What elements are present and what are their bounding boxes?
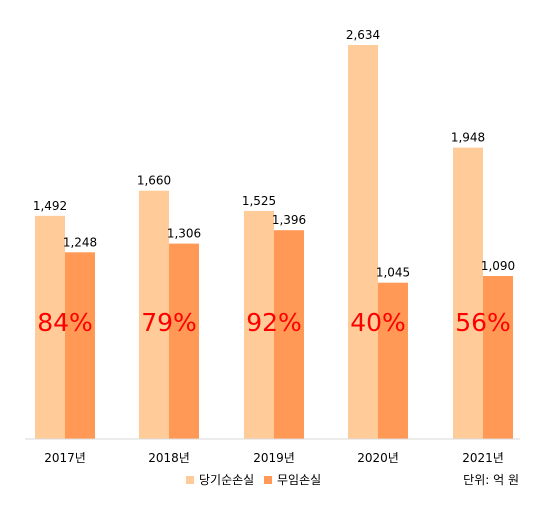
value-label-net-loss-0: 1,492: [33, 199, 67, 213]
x-tick-label-0: 2017년: [44, 451, 86, 465]
value-label-free-ride-loss-3: 1,045: [376, 266, 410, 280]
legend-label-무임손실: 무임손실: [277, 473, 321, 487]
bars-layer: [35, 45, 513, 439]
x-tick-label-2: 2019년: [253, 451, 295, 465]
x-tick-labels: 2017년 2018년 2019년 2020년 2021년: [44, 451, 504, 465]
bar-net-loss-0: [35, 215, 65, 439]
value-label-net-loss-2: 1,525: [242, 194, 276, 208]
bar-free-ride-loss-3: [378, 282, 408, 439]
labels-layer: 1,492 1,248 84% 1,660 1,306 79% 1,525 1,396 92% 2…: [33, 28, 515, 337]
ratio-label-0: 84%: [37, 308, 93, 337]
bar-net-loss-4: [453, 147, 483, 439]
value-label-net-loss-3: 2,634: [346, 28, 380, 42]
unit-note: 단위: 억 원: [463, 473, 519, 487]
x-tick-label-3: 2020년: [357, 451, 399, 465]
bar-free-ride-loss-1: [169, 243, 199, 439]
value-label-free-ride-loss-0: 1,248: [63, 235, 97, 249]
value-label-free-ride-loss-2: 1,396: [272, 213, 306, 227]
ratio-label-3: 40%: [350, 308, 406, 337]
bar-net-loss-1: [139, 190, 169, 439]
legend-swatch-당기순손실: [186, 476, 194, 484]
value-label-free-ride-loss-1: 1,306: [167, 227, 201, 241]
value-label-net-loss-1: 1,660: [137, 174, 171, 188]
value-label-free-ride-loss-4: 1,090: [481, 259, 515, 273]
x-tick-label-4: 2021년: [462, 451, 504, 465]
ratio-label-2: 92%: [246, 308, 302, 337]
bar-free-ride-loss-0: [65, 252, 95, 439]
bar-net-loss-3: [348, 45, 378, 439]
bar-free-ride-loss-2: [274, 230, 304, 439]
bar-net-loss-2: [244, 210, 274, 439]
ratio-label-1: 79%: [141, 308, 197, 337]
legend: 당기순손실 무임손실: [186, 473, 321, 487]
ratio-label-4: 56%: [455, 308, 511, 337]
legend-swatch-무임손실: [264, 476, 272, 484]
bar-free-ride-loss-4: [483, 276, 513, 439]
legend-label-당기순손실: 당기순손실: [199, 473, 254, 487]
value-label-net-loss-4: 1,948: [451, 131, 485, 145]
x-tick-label-1: 2018년: [148, 451, 190, 465]
